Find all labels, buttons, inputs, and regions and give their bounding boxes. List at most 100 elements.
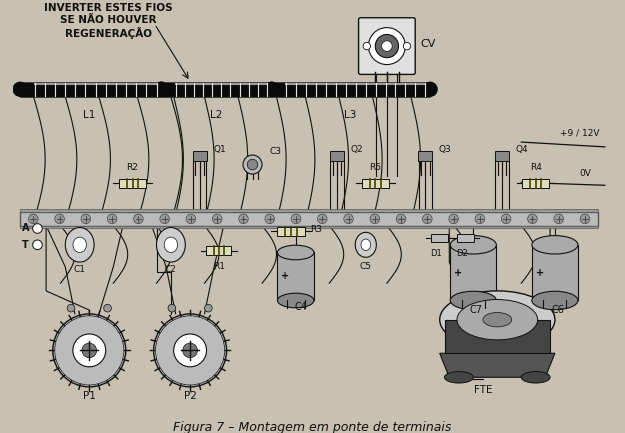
Bar [278, 252, 314, 301]
Ellipse shape [65, 227, 94, 262]
Bar [362, 179, 389, 187]
Ellipse shape [164, 237, 177, 252]
Circle shape [154, 81, 169, 97]
Circle shape [29, 214, 38, 224]
Circle shape [554, 214, 564, 224]
Bar [532, 245, 578, 301]
Circle shape [213, 214, 222, 224]
Bar [20, 209, 598, 212]
Text: +: + [536, 268, 544, 278]
Bar [272, 81, 430, 97]
Ellipse shape [440, 291, 555, 349]
Circle shape [370, 214, 379, 224]
Circle shape [68, 304, 75, 312]
Ellipse shape [457, 300, 538, 340]
Ellipse shape [521, 372, 550, 383]
Circle shape [204, 304, 212, 312]
Text: L2: L2 [210, 110, 222, 120]
Circle shape [382, 41, 392, 52]
Circle shape [81, 214, 91, 224]
Text: D2: D2 [456, 249, 468, 258]
Circle shape [32, 224, 43, 233]
Ellipse shape [532, 291, 578, 310]
Circle shape [182, 343, 198, 358]
Circle shape [318, 214, 327, 224]
Text: R1: R1 [213, 262, 225, 271]
Text: R2: R2 [127, 163, 139, 172]
Circle shape [501, 214, 511, 224]
Ellipse shape [361, 239, 371, 251]
Ellipse shape [278, 245, 314, 260]
Bar [457, 234, 474, 242]
Circle shape [154, 314, 227, 387]
Text: +9 / 12V: +9 / 12V [560, 128, 599, 137]
Ellipse shape [532, 236, 578, 254]
Circle shape [403, 42, 411, 50]
Text: C1: C1 [74, 265, 86, 274]
Bar [522, 179, 549, 187]
Text: T: T [22, 240, 29, 250]
Circle shape [528, 214, 538, 224]
Text: FTE: FTE [474, 385, 492, 395]
Text: C6: C6 [551, 305, 564, 315]
FancyBboxPatch shape [359, 18, 415, 74]
Circle shape [291, 214, 301, 224]
Circle shape [156, 316, 224, 385]
Text: P2: P2 [184, 391, 196, 401]
Circle shape [73, 334, 106, 367]
Bar [431, 234, 448, 242]
Circle shape [154, 81, 169, 97]
Circle shape [248, 159, 258, 170]
Circle shape [449, 214, 458, 224]
Ellipse shape [450, 291, 496, 310]
Polygon shape [440, 353, 555, 377]
Text: +: + [281, 271, 289, 281]
Circle shape [422, 81, 437, 97]
Bar [20, 212, 598, 226]
Text: Q1: Q1 [213, 145, 226, 154]
Text: C3: C3 [270, 148, 282, 156]
Circle shape [475, 214, 485, 224]
Text: R4: R4 [530, 163, 542, 172]
Text: R5: R5 [369, 163, 381, 172]
Bar [206, 246, 231, 255]
Circle shape [264, 81, 279, 97]
Circle shape [580, 214, 590, 224]
Text: Q3: Q3 [439, 145, 451, 154]
Circle shape [422, 214, 432, 224]
Text: Q4: Q4 [516, 145, 528, 154]
Circle shape [55, 316, 124, 385]
Text: C4: C4 [294, 302, 307, 312]
Circle shape [55, 214, 64, 224]
Bar [192, 151, 207, 161]
Bar [418, 151, 432, 161]
Text: Q2: Q2 [351, 145, 363, 154]
Circle shape [243, 155, 262, 174]
Circle shape [264, 81, 279, 97]
Circle shape [265, 214, 274, 224]
Circle shape [368, 28, 406, 65]
Text: A: A [22, 223, 29, 233]
Ellipse shape [73, 237, 86, 252]
Circle shape [82, 343, 97, 358]
Text: L3: L3 [344, 110, 357, 120]
Circle shape [53, 314, 126, 387]
Circle shape [186, 214, 196, 224]
Bar [20, 81, 161, 97]
Bar [119, 179, 146, 187]
Bar [495, 151, 509, 161]
Circle shape [375, 35, 399, 58]
Circle shape [344, 214, 353, 224]
Text: C7: C7 [469, 305, 482, 315]
Text: INVERTER ESTES FIOS
SE NÃO HOUVER
REGENERAÇÃO: INVERTER ESTES FIOS SE NÃO HOUVER REGENE… [44, 3, 173, 39]
Ellipse shape [444, 372, 473, 383]
Text: Figura 7 – Montagem em ponte de terminais: Figura 7 – Montagem em ponte de terminai… [173, 421, 452, 433]
Circle shape [239, 214, 248, 224]
Text: C2: C2 [165, 265, 177, 274]
Circle shape [104, 304, 111, 312]
Circle shape [107, 214, 117, 224]
Circle shape [12, 81, 28, 97]
Text: C5: C5 [360, 262, 372, 271]
Circle shape [160, 214, 169, 224]
Text: R3: R3 [310, 225, 322, 234]
